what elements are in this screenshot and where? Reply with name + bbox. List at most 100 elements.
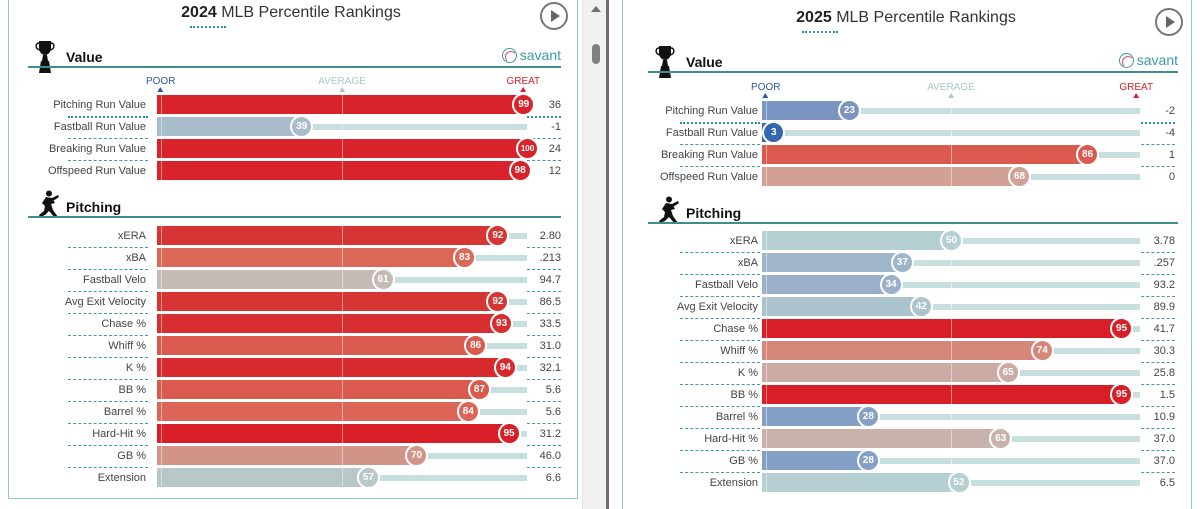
bar-gridline [765, 297, 767, 316]
metric-value: 89.9 [1153, 301, 1175, 313]
metric-value: .257 [1153, 257, 1175, 269]
percentile-bubble: 23 [837, 99, 861, 122]
scale-marker-icon [338, 87, 345, 92]
percentile-track [762, 260, 1140, 266]
metric-label: Pitching Run Value [665, 105, 758, 117]
metric-value: 25.8 [1153, 367, 1175, 379]
metric-value: 36 [548, 99, 561, 111]
play-button[interactable] [540, 2, 568, 30]
row-separator [1141, 384, 1175, 385]
metric-row[interactable]: Hard-Hit % 95 31.2 [0, 422, 582, 445]
percentile-bubble: 42 [909, 295, 933, 318]
scale-label-poor: POOR [751, 82, 780, 98]
panel-title: 2024 MLB Percentile Rankings [0, 4, 582, 22]
row-separator [68, 116, 148, 118]
metric-row[interactable]: Avg Exit Velocity 92 86.5 [0, 290, 582, 313]
percentile-bubble: 52 [947, 471, 971, 494]
metric-row[interactable]: Hard-Hit % 63 37.0 [612, 427, 1200, 450]
row-separator [1141, 166, 1175, 167]
row-separator [68, 160, 148, 161]
metric-row[interactable]: xERA 92 2.80 [0, 224, 582, 247]
pane-divider[interactable] [606, 0, 609, 509]
bar-gridline [951, 253, 952, 272]
metric-row[interactable]: xBA 37 .257 [612, 251, 1200, 274]
metric-label: Extension [97, 472, 146, 484]
percentile-bar [762, 341, 1042, 360]
percentile-bubble: 28 [856, 405, 880, 428]
percentile-bar [157, 139, 527, 158]
metric-row[interactable]: Breaking Run Value 100 24 [0, 137, 582, 160]
metric-label: Breaking Run Value [660, 149, 758, 161]
bar-gridline [951, 319, 952, 338]
bar-gridline [951, 123, 952, 142]
metric-row[interactable]: Extension 57 6.6 [0, 466, 582, 489]
percentile-bar [762, 429, 1001, 448]
section-title-value: Value [66, 49, 103, 65]
metric-row[interactable]: Barrel % 28 10.9 [612, 405, 1200, 428]
metric-row[interactable]: K % 94 32.1 [0, 356, 582, 379]
row-separator [1141, 318, 1175, 319]
savant-logo[interactable]: savant [501, 47, 561, 63]
metric-row[interactable]: Avg Exit Velocity 42 89.9 [612, 295, 1200, 318]
percentile-bubble: 68 [1008, 165, 1032, 188]
scale-text: GREAT [506, 76, 541, 87]
title-text: MLB Percentile Rankings [216, 4, 401, 21]
metric-row[interactable]: Fastball Velo 34 93.2 [612, 273, 1200, 296]
metric-row[interactable]: Fastball Velo 61 94.7 [0, 268, 582, 291]
metric-row[interactable]: Pitching Run Value 23 -2 [612, 99, 1200, 122]
percentile-track [762, 282, 1140, 288]
metric-row[interactable]: Extension 52 6.5 [612, 471, 1200, 494]
bar-gridline [342, 95, 343, 114]
scrollbar[interactable] [582, 0, 609, 509]
savant-label: savant [519, 47, 561, 63]
trophy-icon [34, 40, 56, 79]
scroll-thumb[interactable] [592, 44, 600, 64]
metric-row[interactable]: Whiff % 86 31.0 [0, 334, 582, 357]
metric-row[interactable]: Offspeed Run Value 98 12 [0, 159, 582, 182]
row-separator [527, 313, 561, 314]
metric-row[interactable]: Chase % 95 41.7 [612, 317, 1200, 340]
metric-label: Fastball Run Value [53, 121, 146, 133]
metric-label: BB % [730, 389, 758, 401]
metric-value: 6.5 [1159, 477, 1175, 489]
metric-row[interactable]: BB % 95 1.5 [612, 383, 1200, 406]
metric-row[interactable]: Pitching Run Value 99 36 [0, 93, 582, 116]
metric-row[interactable]: K % 65 25.8 [612, 361, 1200, 384]
metric-row[interactable]: Whiff % 74 30.3 [612, 339, 1200, 362]
bar-gridline [951, 363, 952, 382]
metric-row[interactable]: Chase % 93 33.5 [0, 312, 582, 335]
metric-row[interactable]: Fastball Run Value 39 -1 [0, 115, 582, 138]
metric-row[interactable]: GB % 70 46.0 [0, 444, 582, 467]
scroll-up-arrow-icon[interactable] [591, 6, 601, 12]
metric-row[interactable]: GB % 28 37.0 [612, 449, 1200, 472]
baseball-icon [1118, 52, 1134, 68]
metric-row[interactable]: Breaking Run Value 86 1 [612, 143, 1200, 166]
row-separator [527, 467, 561, 468]
bar-gridline [342, 424, 343, 443]
bar-gridline [765, 473, 767, 492]
row-separator [680, 122, 760, 124]
row-separator [527, 335, 561, 336]
row-separator [68, 401, 148, 402]
bar-gridline [160, 468, 162, 487]
metric-label: xBA [737, 257, 758, 269]
percentile-bubble: 34 [879, 273, 903, 296]
row-separator [1141, 252, 1175, 253]
metric-row[interactable]: Barrel % 84 5.6 [0, 400, 582, 423]
play-button[interactable] [1155, 8, 1183, 36]
metric-row[interactable]: Fastball Run Value 3 -4 [612, 121, 1200, 144]
savant-logo[interactable]: savant [1118, 52, 1178, 68]
percentile-bubble: 94 [493, 356, 517, 379]
bar-gridline [160, 314, 162, 333]
metric-row[interactable]: xERA 50 3.78 [612, 229, 1200, 252]
section-underline [28, 66, 561, 68]
panel-2024: 2024 MLB Percentile Rankings Value savant… [0, 0, 582, 509]
row-separator [527, 423, 561, 424]
percentile-track [157, 124, 527, 130]
metric-value: -1 [551, 121, 561, 133]
metric-row[interactable]: xBA 83 .213 [0, 246, 582, 269]
metric-row[interactable]: BB % 87 5.6 [0, 378, 582, 401]
savant-label: savant [1136, 52, 1178, 68]
metric-row[interactable]: Offspeed Run Value 68 0 [612, 165, 1200, 188]
metric-label: xBA [125, 252, 146, 264]
